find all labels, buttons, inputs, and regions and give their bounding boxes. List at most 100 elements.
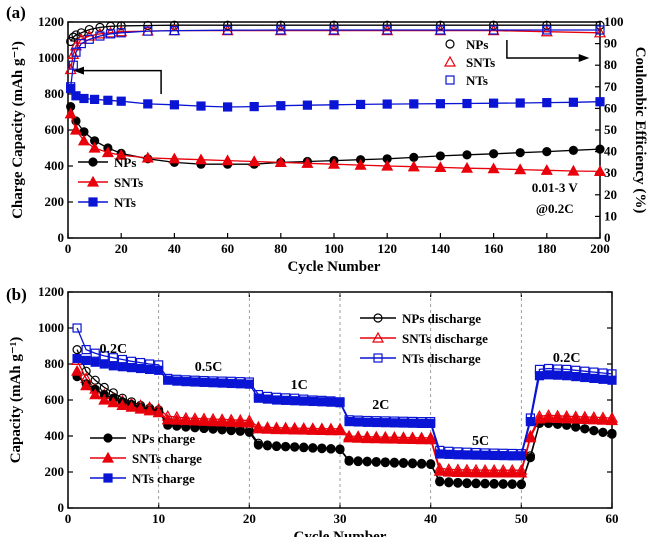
- data-point: [90, 357, 100, 367]
- data-point: [329, 25, 339, 35]
- data-point: [335, 398, 345, 408]
- arrow-left-axis: [78, 69, 162, 94]
- x-tick-label-80: 80: [274, 241, 287, 256]
- data-point: [317, 397, 327, 407]
- data-point: [152, 406, 165, 418]
- data-point: [370, 432, 383, 444]
- data-point: [489, 98, 499, 108]
- data-point: [71, 364, 84, 376]
- data-point: [353, 456, 363, 467]
- data-point: [533, 412, 546, 424]
- data-point: [188, 414, 201, 426]
- data-point: [69, 39, 82, 51]
- data-point: [593, 26, 607, 38]
- rate-label-2: 1C: [291, 378, 308, 393]
- data-point: [379, 432, 392, 444]
- data-point: [276, 101, 286, 111]
- x-tick-label-100: 100: [324, 241, 344, 256]
- data-point: [276, 20, 286, 30]
- data-point: [71, 30, 81, 40]
- series-nts-charge: [72, 354, 617, 461]
- data-point: [542, 411, 555, 423]
- data-point: [516, 480, 526, 490]
- data-point: [116, 399, 129, 410]
- data-point: [71, 47, 81, 57]
- panel-a: 0 20 40 60 80 100 120 140 160 180 2000200400600800…: [6, 3, 648, 275]
- data-point: [417, 418, 427, 428]
- data-point: [208, 378, 218, 388]
- rate-label-0: 0.2C: [100, 342, 128, 357]
- data-point: [327, 157, 341, 169]
- data-point: [143, 20, 153, 31]
- data-point: [580, 424, 590, 434]
- data-point: [560, 412, 573, 424]
- data-point: [580, 372, 590, 383]
- data-point: [326, 444, 336, 454]
- data-point: [134, 402, 147, 414]
- data-point: [497, 466, 510, 478]
- data-point: [143, 26, 153, 36]
- data-point: [154, 365, 164, 375]
- data-point: [95, 22, 105, 32]
- data-point: [607, 375, 617, 385]
- legend-left-marker-nps: [88, 157, 98, 167]
- data-point: [435, 25, 445, 35]
- data-point: [462, 150, 472, 160]
- data-point: [607, 429, 617, 439]
- data-point: [460, 466, 473, 478]
- x-tick-label-20: 20: [243, 511, 256, 526]
- data-point: [299, 396, 309, 406]
- y-tick-label-600: 600: [45, 122, 65, 137]
- data-point: [434, 161, 447, 173]
- data-point: [93, 27, 106, 39]
- data-point: [79, 93, 89, 104]
- data-point: [226, 378, 236, 389]
- data-point: [71, 91, 81, 101]
- data-point: [489, 20, 499, 30]
- plot-frame: [67, 21, 601, 239]
- series-nts-right: [66, 25, 605, 92]
- data-point: [143, 404, 156, 416]
- data-point: [444, 449, 454, 459]
- data-point: [593, 165, 607, 176]
- data-point: [84, 24, 94, 35]
- data-point: [217, 425, 227, 435]
- data-point: [72, 354, 82, 364]
- data-point: [261, 422, 274, 434]
- data-point: [126, 363, 137, 373]
- data-point: [80, 379, 93, 391]
- data-point: [161, 413, 174, 425]
- data-point: [525, 417, 536, 427]
- data-point: [595, 144, 605, 154]
- data-point: [516, 451, 526, 461]
- data-point: [281, 395, 291, 405]
- data-point: [217, 378, 227, 388]
- series-snts-charge: [71, 364, 619, 478]
- data-point: [578, 413, 591, 425]
- data-point: [90, 348, 100, 358]
- data-point: [108, 361, 118, 371]
- data-point: [308, 396, 318, 407]
- data-point: [89, 388, 102, 400]
- data-point: [353, 417, 363, 427]
- x-tick-label-60: 60: [221, 241, 234, 256]
- data-point: [98, 393, 111, 405]
- y-right-tick-label-90: 90: [604, 36, 617, 51]
- data-point: [84, 34, 94, 44]
- data-point: [344, 417, 354, 427]
- data-point: [352, 431, 365, 443]
- data-point: [595, 25, 605, 35]
- x-tick-label-60: 60: [606, 511, 619, 526]
- y-tick-label-400: 400: [45, 428, 65, 443]
- data-point: [253, 440, 263, 450]
- data-point: [197, 415, 211, 426]
- data-point: [107, 396, 120, 408]
- data-point: [515, 98, 525, 108]
- data-point: [543, 370, 554, 380]
- data-point: [568, 97, 579, 107]
- data-point: [253, 393, 263, 403]
- data-point: [453, 450, 463, 460]
- data-point: [598, 374, 608, 384]
- y-right-tick-label-10: 10: [604, 208, 617, 223]
- data-point: [196, 101, 206, 111]
